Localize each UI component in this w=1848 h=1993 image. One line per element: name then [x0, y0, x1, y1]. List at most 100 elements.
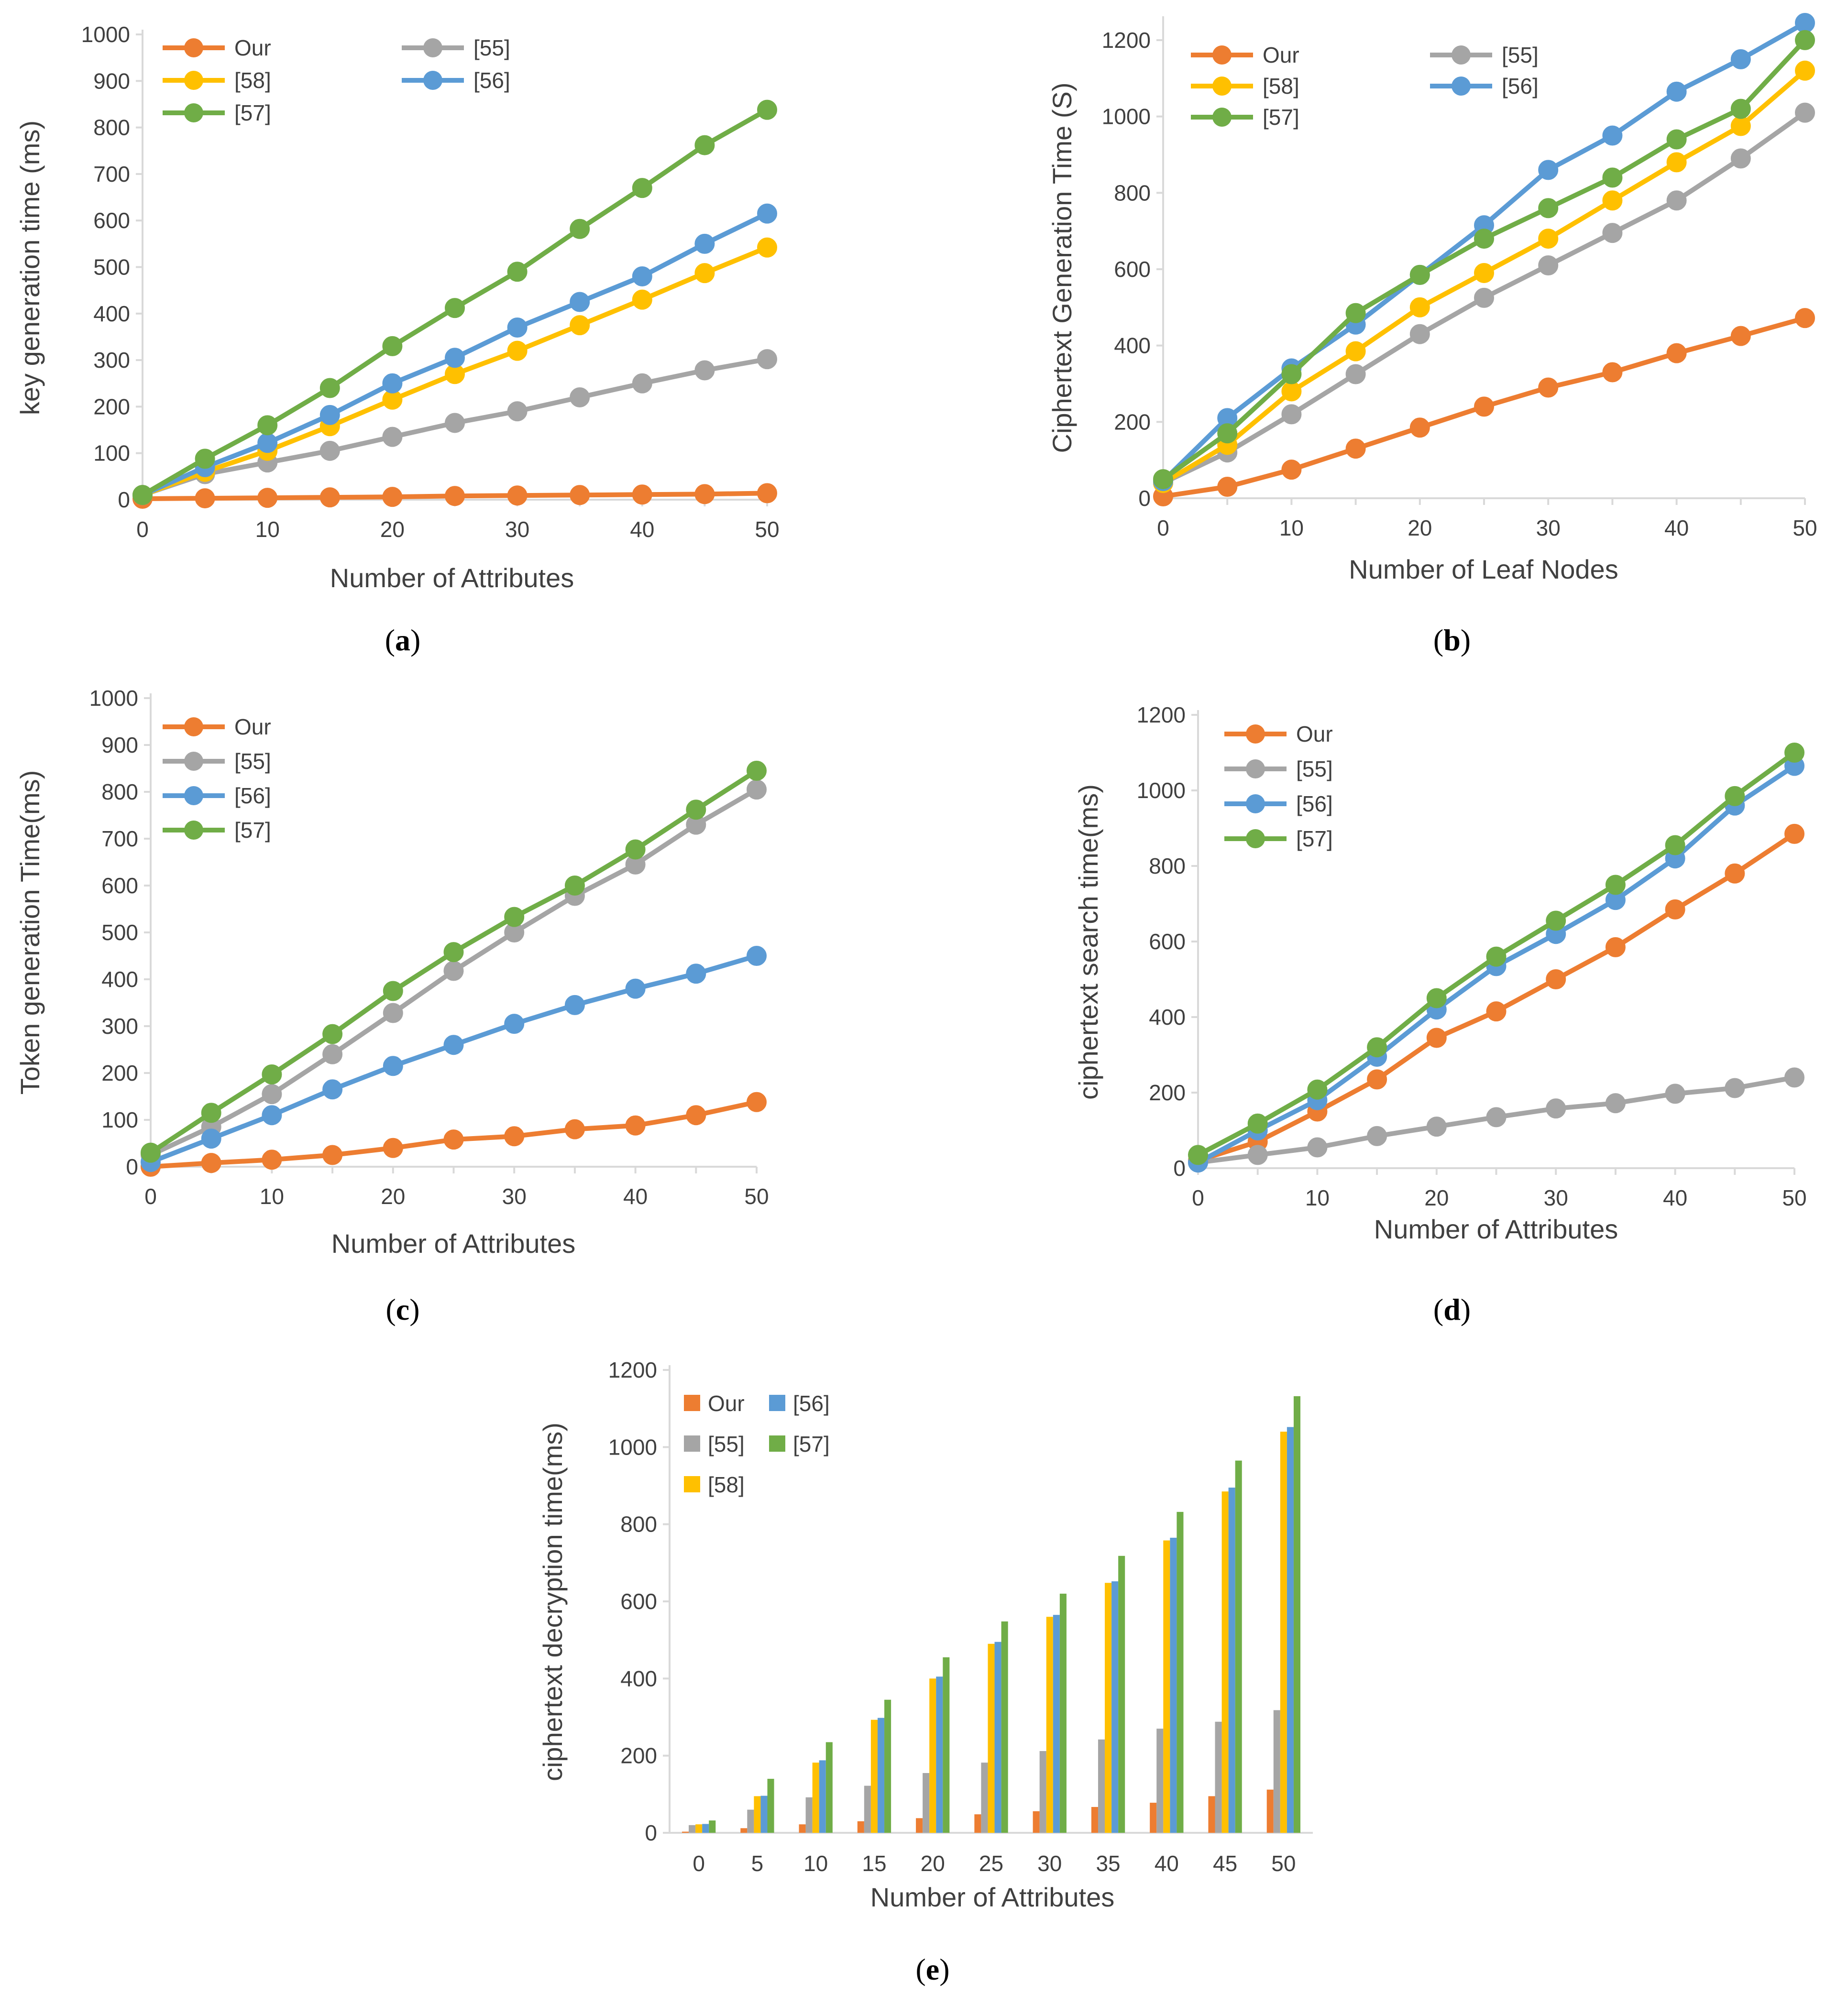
- chart-b-x-tick-label: 10: [1279, 515, 1304, 540]
- chart-d-point-our: [1665, 899, 1685, 920]
- chart-e-bar-55: [1273, 1710, 1280, 1833]
- chart-a-point-58: [632, 289, 652, 310]
- chart-d-legend-item: [57]: [1224, 826, 1333, 851]
- chart-b-point-our: [1409, 417, 1430, 438]
- chart-d-point-55: [1546, 1098, 1566, 1119]
- chart-c-point-57: [504, 907, 525, 927]
- chart-c-point-our: [383, 1138, 403, 1158]
- chart-e-bar-57: [1293, 1396, 1301, 1833]
- chart-e-bar-58: [812, 1763, 819, 1833]
- chart-d-point-55: [1665, 1084, 1685, 1104]
- chart-a-point-our: [757, 483, 777, 504]
- chart-d-x-tick-label: 20: [1424, 1185, 1449, 1210]
- chart-a-point-56: [445, 348, 465, 368]
- chart-c-y-tick-label: 0: [126, 1154, 138, 1179]
- chart-e-x-axis-title: Number of Attributes: [870, 1882, 1114, 1912]
- chart-a-point-57: [257, 415, 278, 436]
- chart-a-y-tick-label: 800: [93, 115, 130, 140]
- chart-a-point-56: [570, 292, 590, 312]
- chart-a-legend-item: [56]: [402, 68, 510, 93]
- chart-d-point-57: [1188, 1145, 1208, 1165]
- chart-a-legend-marker: [184, 71, 203, 90]
- chart-c-caption-close: ): [409, 1292, 419, 1326]
- chart-d-point-our: [1367, 1069, 1387, 1090]
- chart-a-point-56: [632, 266, 652, 286]
- chart-b-point-our: [1666, 343, 1687, 363]
- chart-a-legend-item: Our: [163, 35, 271, 60]
- chart-c-point-55: [262, 1084, 282, 1105]
- chart-e-caption: (e): [915, 1952, 949, 1986]
- chart-a-point-57: [632, 178, 652, 198]
- chart-e-bar-56: [1170, 1537, 1177, 1833]
- chart-a-point-57: [319, 378, 340, 398]
- chart-c-point-56: [504, 1014, 525, 1034]
- chart-e-bar-55: [805, 1797, 813, 1833]
- chart-a-caption-open: (: [385, 623, 395, 657]
- chart-e-bar-58: [988, 1643, 995, 1833]
- chart-e-bar-56: [936, 1676, 943, 1833]
- chart-e-bar-56: [877, 1718, 885, 1833]
- chart-b-legend-marker: [1212, 77, 1232, 96]
- chart-e-y-tick-label: 400: [620, 1666, 657, 1691]
- chart-d-ciphertext-search-time: 0 200 400 600 800 1000 1200 0 10 20 30 40 50 Our [55] […: [1073, 702, 1807, 1326]
- chart-d-point-57: [1665, 835, 1685, 855]
- chart-c-point-our: [564, 1119, 585, 1139]
- chart-c-series-our: [141, 1092, 767, 1177]
- chart-b-point-57: [1474, 229, 1494, 249]
- chart-a-y-tick-label: 1000: [81, 22, 130, 47]
- chart-c-y-tick-label: 700: [101, 826, 138, 851]
- chart-a-point-57: [445, 298, 465, 318]
- chart-c-point-our: [625, 1115, 646, 1136]
- chart-a-point-55: [382, 427, 403, 447]
- chart-b-point-58: [1538, 229, 1559, 249]
- chart-a-point-our: [319, 487, 340, 508]
- chart-e-bar-our: [1033, 1811, 1040, 1833]
- chart-e-ciphertext-decryption-time: 0 200 400 600 800 1000 1200 0 5 10 15 20 25 30 35 40 45 5…: [538, 1358, 1313, 1986]
- chart-b-point-our: [1217, 477, 1238, 497]
- chart-a-y-tick-label: 600: [93, 208, 130, 233]
- chart-e-bar-58: [929, 1678, 936, 1833]
- chart-e-bar-our: [1266, 1789, 1274, 1833]
- chart-c-point-55: [443, 961, 464, 981]
- chart-a-point-56: [257, 433, 278, 453]
- chart-e-y-axis-title: ciphertext decryption time(ms): [538, 1423, 568, 1781]
- chart-a-x-tick-label: 40: [630, 517, 654, 542]
- chart-e-caption-letter: e: [926, 1952, 939, 1986]
- chart-d-y-tick-label: 1000: [1137, 778, 1186, 803]
- chart-d-point-55: [1307, 1137, 1328, 1158]
- chart-b-legend-marker: [1212, 45, 1232, 65]
- chart-d-legend-item: [56]: [1224, 791, 1333, 816]
- chart-d-point-55: [1725, 1078, 1745, 1098]
- chart-b-legend-marker: [1452, 77, 1471, 96]
- chart-a-point-58: [507, 340, 528, 361]
- chart-c-y-tick-label: 500: [101, 920, 138, 945]
- chart-c-legend-label: [57]: [234, 818, 271, 843]
- chart-e-bar-our: [799, 1824, 806, 1833]
- chart-b-point-56: [1538, 160, 1559, 180]
- chart-c-x-tick-label: 30: [502, 1184, 527, 1209]
- chart-a-point-57: [570, 219, 590, 239]
- chart-a-x-tick-label: 10: [255, 517, 280, 542]
- chart-a-legend-label: [57]: [234, 100, 271, 125]
- chart-c-point-55: [322, 1044, 343, 1064]
- chart-b-point-our: [1795, 308, 1815, 329]
- chart-e-bar-55: [1156, 1729, 1164, 1833]
- chart-e-caption-close: ): [939, 1952, 949, 1986]
- chart-b-point-57: [1345, 303, 1366, 323]
- chart-a-x-axis-title: Number of Attributes: [330, 563, 574, 593]
- chart-a-point-our: [632, 484, 652, 505]
- chart-d-point-57: [1247, 1113, 1268, 1134]
- chart-b-point-57: [1538, 198, 1559, 219]
- chart-d-y-tick-label: 1200: [1137, 702, 1186, 727]
- chart-b-ciphertext-generation-time: 0 200 400 600 800 1000 1200 0 10 20 30 40 50 Our [58] […: [1047, 12, 1817, 657]
- chart-e-bar-57: [1118, 1555, 1125, 1833]
- chart-c-point-57: [201, 1103, 221, 1123]
- chart-b-y-tick-label: 0: [1138, 486, 1151, 511]
- chart-a-point-58: [694, 263, 715, 284]
- chart-c-point-56: [262, 1105, 282, 1126]
- chart-c-point-56: [383, 1056, 403, 1076]
- chart-d-legend: Our [55] [56] [57]: [1224, 722, 1333, 851]
- chart-c-legend-item: [57]: [163, 818, 271, 843]
- chart-a-point-56: [507, 317, 528, 338]
- chart-c-series-57: [141, 760, 767, 1163]
